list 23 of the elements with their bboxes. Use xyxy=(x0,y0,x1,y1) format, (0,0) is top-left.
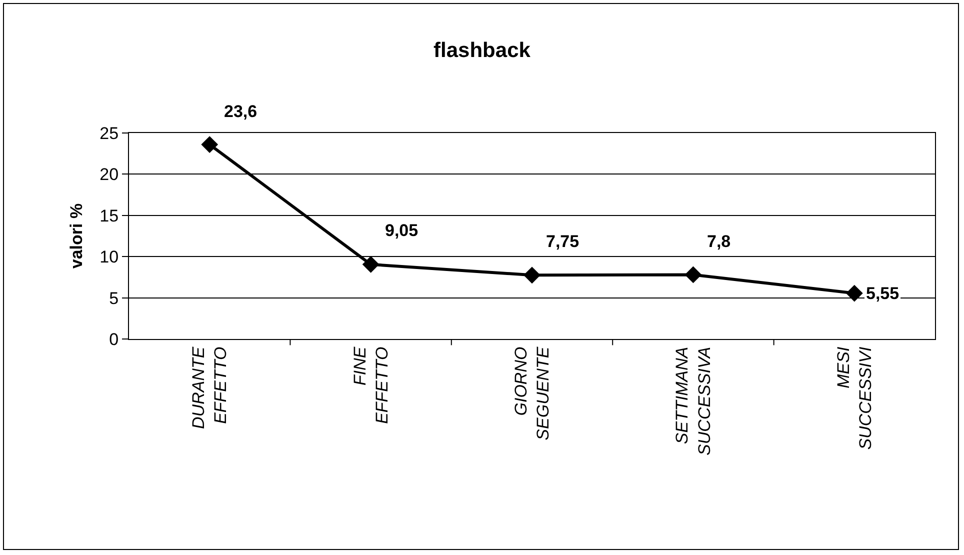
chart-title: flashback xyxy=(434,38,531,62)
x-tick-label: GIORNO SEGUENTE xyxy=(511,346,553,440)
y-tick-label: 10 xyxy=(100,248,119,267)
data-label: 23,6 xyxy=(224,102,258,121)
point xyxy=(201,136,218,153)
data-label: 7,8 xyxy=(707,232,731,251)
point xyxy=(846,284,863,302)
point xyxy=(684,266,702,284)
y-tick-label: 25 xyxy=(100,124,119,143)
y-tick-label: 15 xyxy=(100,206,119,226)
y-tick-label: 20 xyxy=(100,165,119,184)
x-tick-label: DURANTE EFFETTO xyxy=(189,346,230,429)
point xyxy=(524,266,540,284)
y-tick-label: 5 xyxy=(109,288,119,308)
x-tick-label: SETTIMANA SUCCESSIVA xyxy=(672,346,714,456)
data-label: 7,75 xyxy=(546,232,580,251)
y-tick-label: 0 xyxy=(109,330,119,349)
data-label: 9,05 xyxy=(385,221,418,240)
y-axis-title: valori % xyxy=(67,203,86,269)
x-tick-label: MESI SUCCESSIVI xyxy=(834,346,875,450)
point xyxy=(362,256,380,273)
x-tick-label: FINE EFFETTO xyxy=(350,346,392,424)
data-label: 5,55 xyxy=(866,284,900,303)
